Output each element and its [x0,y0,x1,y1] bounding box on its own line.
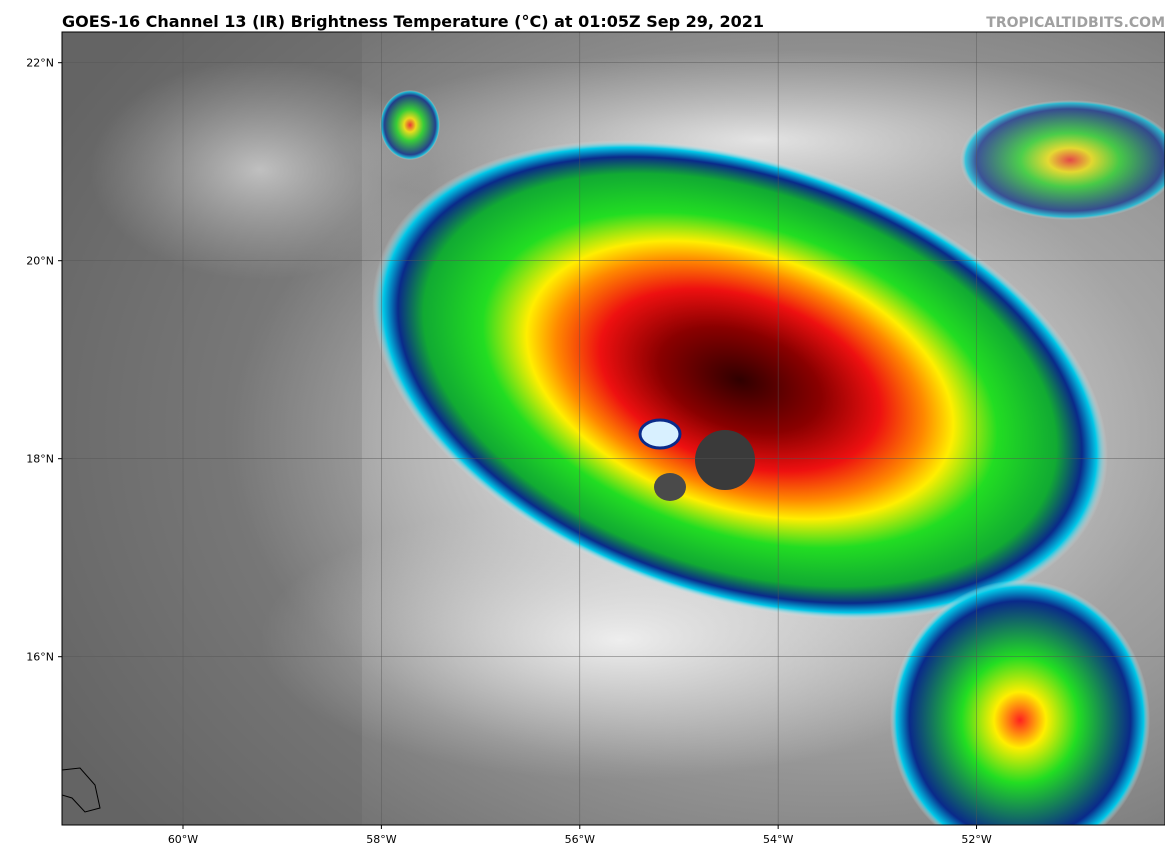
y-tick-label: 20°N [26,255,54,268]
x-tick-label: 54°W [763,833,793,846]
y-tick-label: 22°N [26,57,54,70]
x-tick-label: 52°W [961,833,991,846]
y-tick-label: 16°N [26,651,54,664]
y-tick-label: 18°N [26,453,54,466]
watermark: TROPICALTIDBITS.COM [986,15,1165,31]
x-tick-label: 60°W [168,833,198,846]
x-tick-label: 58°W [366,833,396,846]
map-title: GOES-16 Channel 13 (IR) Brightness Tempe… [62,12,764,31]
x-tick-label: 56°W [565,833,595,846]
map-frame [61,31,1165,826]
satellite-image [62,32,1165,825]
